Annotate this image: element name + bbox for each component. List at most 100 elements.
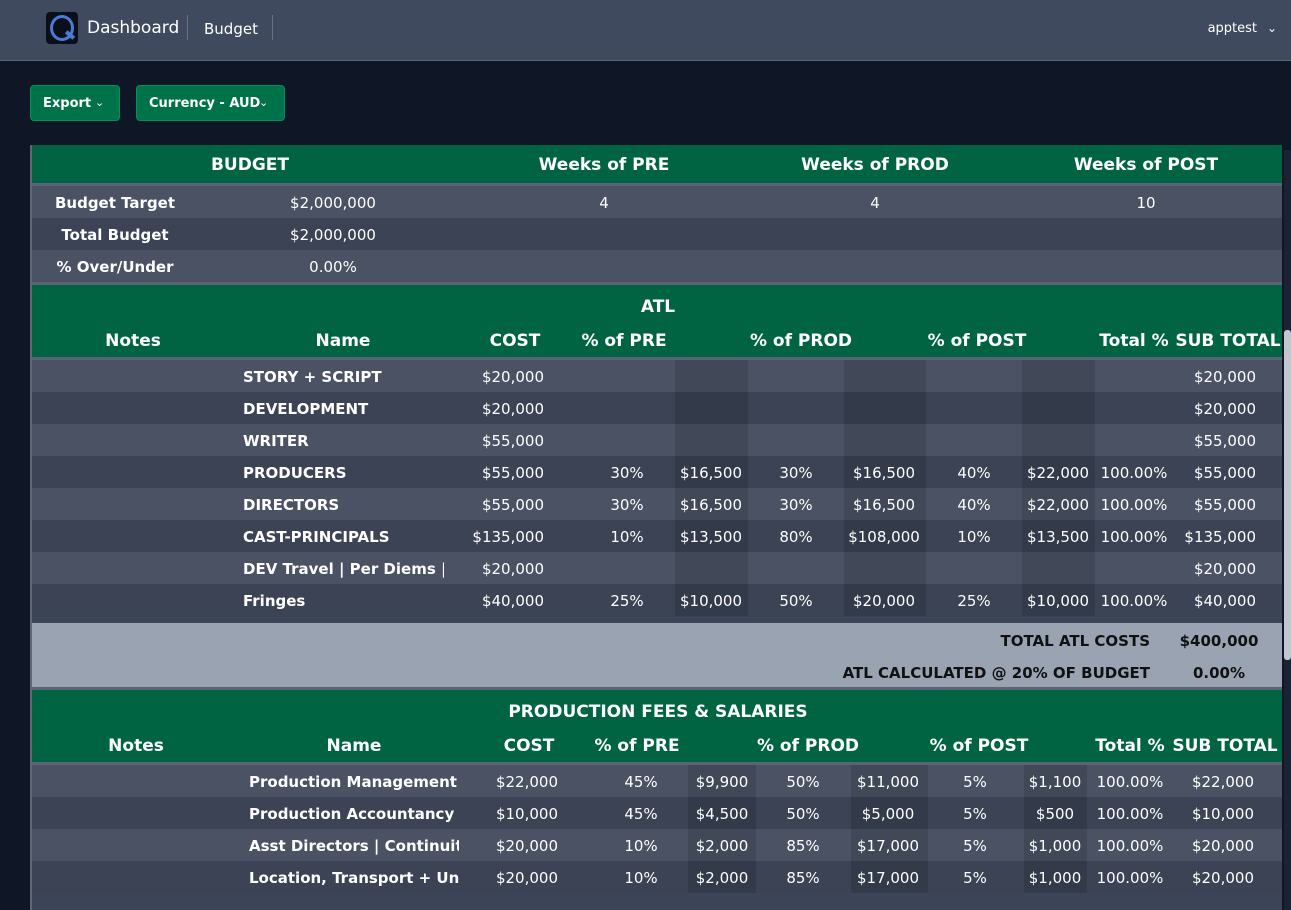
cost-cell[interactable]: $135,000 (472, 528, 544, 546)
prod-pct-cell[interactable]: 85% (786, 837, 820, 855)
pre-pct-cell[interactable]: 10% (624, 869, 658, 887)
cost-cell[interactable]: $20,000 (481, 368, 544, 386)
post-pct-cell[interactable]: 10% (957, 528, 991, 546)
chevron-down-icon: ⌄ (259, 96, 269, 109)
cost-cell[interactable]: $20,000 (495, 869, 558, 887)
divider (32, 183, 1282, 186)
prod-pct-cell[interactable]: 50% (779, 592, 813, 610)
amount-cell-bg (1022, 456, 1095, 488)
row-name[interactable]: DEVELOPMENT (243, 400, 369, 418)
cost-cell[interactable]: $55,000 (481, 432, 544, 450)
amount-cell-bg (675, 520, 748, 552)
brand-title[interactable]: Dashboard (87, 18, 180, 38)
table-row: STORY + SCRIPT $20,000 $20,000 (32, 360, 1282, 392)
row-name[interactable]: Production Management (249, 773, 457, 791)
post-pct-cell[interactable]: 5% (963, 837, 987, 855)
production-header: PRODUCTION FEES & SALARIES Notes Name CO… (32, 690, 1282, 762)
cost-cell[interactable]: $10,000 (495, 805, 558, 823)
col-subtotal: SUB TOTAL (1172, 736, 1278, 756)
amount-cell-bg (675, 552, 748, 584)
table-row: CAST-PRINCIPALS $135,000 10% $13,500 80% $108… (32, 520, 1282, 552)
cost-cell[interactable]: $55,000 (481, 496, 544, 514)
cost-cell[interactable]: $22,000 (495, 773, 558, 791)
breadcrumb-budget[interactable]: Budget (204, 20, 258, 38)
pre-pct-cell[interactable]: 45% (624, 773, 658, 791)
pre-pct-cell[interactable]: 25% (610, 592, 644, 610)
row-name[interactable]: DIRECTORS (243, 496, 340, 514)
post-pct-cell[interactable]: 40% (957, 464, 991, 482)
cost-cell[interactable]: $20,000 (495, 837, 558, 855)
cost-cell[interactable]: $40,000 (481, 592, 544, 610)
pre-pct-cell[interactable]: 10% (624, 837, 658, 855)
total-pct-cell: 100.00% (1096, 837, 1164, 855)
pre-pct-cell[interactable]: 45% (624, 805, 658, 823)
amount-cell-bg (851, 797, 928, 829)
prod-pct-cell[interactable]: 50% (786, 773, 820, 791)
amount-cell-bg (1022, 488, 1095, 520)
weeks-prod-value[interactable]: 4 (870, 194, 880, 212)
currency-dropdown[interactable]: Currency - AUD ⌄ (136, 85, 285, 121)
amount-cell-bg (1024, 861, 1087, 893)
atl-title: ATL (640, 297, 676, 317)
pre-amount-cell: $2,000 (695, 869, 749, 887)
table-row: Asst Directors | Continuity $20,000 10% $2,… (32, 829, 1282, 861)
row-name[interactable]: Location, Transport + Unit Crew (249, 869, 459, 887)
prod-pct-cell[interactable]: 50% (786, 805, 820, 823)
vertical-scrollbar[interactable] (1284, 150, 1291, 910)
pre-pct-cell[interactable]: 30% (610, 496, 644, 514)
export-button[interactable]: Export ⌄ (30, 85, 120, 121)
amount-cell-bg (675, 424, 748, 456)
amount-cell-bg (844, 360, 926, 392)
pre-pct-cell[interactable]: 30% (610, 464, 644, 482)
post-pct-cell[interactable]: 40% (957, 496, 991, 514)
atl-calc-label: ATL CALCULATED @ 20% OF BUDGET (842, 664, 1150, 682)
pre-amount-cell: $16,500 (679, 496, 743, 514)
total-budget-row: Total Budget $2,000,000 (32, 218, 1282, 250)
post-pct-cell[interactable]: 25% (957, 592, 991, 610)
row-name[interactable]: DEV Travel | Per Diems | Misc (243, 560, 444, 578)
total-pct-cell: 100.00% (1096, 869, 1164, 887)
prod-pct-cell[interactable]: 30% (779, 496, 813, 514)
row-name[interactable]: Production Accountancy (249, 805, 455, 823)
budget-target-value[interactable]: $2,000,000 (290, 194, 376, 212)
table-row: DEV Travel | Per Diems | Misc $20,000 $20,… (32, 552, 1282, 584)
scrollbar-thumb[interactable] (1284, 330, 1291, 660)
prod-pct-cell[interactable]: 30% (779, 464, 813, 482)
row-name[interactable]: CAST-PRINCIPALS (243, 528, 390, 546)
table-row: DIRECTORS $55,000 30% $16,500 30% $16,500 40% $… (32, 488, 1282, 520)
chevron-down-icon[interactable]: ⌄ (1266, 21, 1277, 35)
prod-pct-cell[interactable]: 80% (779, 528, 813, 546)
table-row: PRODUCERS $55,000 30% $16,500 30% $16,500 40% $… (32, 456, 1282, 488)
post-pct-cell[interactable]: 5% (963, 869, 987, 887)
amount-cell-bg (844, 488, 926, 520)
post-pct-cell[interactable]: 5% (963, 805, 987, 823)
currency-dropdown-label: Currency - AUD (149, 96, 261, 111)
row-name[interactable]: Asst Directors | Continuity (249, 837, 459, 855)
prod-pct-cell[interactable]: 85% (786, 869, 820, 887)
row-name[interactable]: STORY + SCRIPT (243, 368, 382, 386)
amount-cell-bg (844, 456, 926, 488)
q-logo-icon[interactable] (46, 12, 78, 44)
cost-cell[interactable]: $20,000 (481, 560, 544, 578)
post-pct-cell[interactable]: 5% (963, 773, 987, 791)
pre-pct-cell[interactable]: 10% (610, 528, 644, 546)
total-atl-value: $400,000 (1179, 632, 1259, 650)
col-notes: Notes (105, 331, 161, 351)
weeks-pre-value[interactable]: 4 (599, 194, 609, 212)
row-name[interactable]: WRITER (243, 432, 309, 450)
production-title: PRODUCTION FEES & SALARIES (508, 702, 808, 722)
row-name[interactable]: PRODUCERS (243, 464, 347, 482)
col-notes: Notes (108, 736, 164, 756)
amount-cell-bg (1022, 520, 1095, 552)
amount-cell-bg (675, 360, 748, 392)
user-menu[interactable]: apptest (1207, 21, 1257, 36)
weeks-post-value[interactable]: 10 (1136, 194, 1156, 212)
cost-cell[interactable]: $55,000 (481, 464, 544, 482)
export-button-label: Export (43, 96, 92, 111)
atl-totals: TOTAL ATL COSTS $400,000 ATL CALCULATED … (32, 623, 1282, 687)
amount-cell-bg (844, 424, 926, 456)
cost-cell[interactable]: $20,000 (481, 400, 544, 418)
post-amount-cell: $1,100 (1028, 773, 1082, 791)
weeks-post-header: Weeks of POST (1073, 155, 1219, 175)
row-name[interactable]: Fringes (243, 592, 306, 610)
